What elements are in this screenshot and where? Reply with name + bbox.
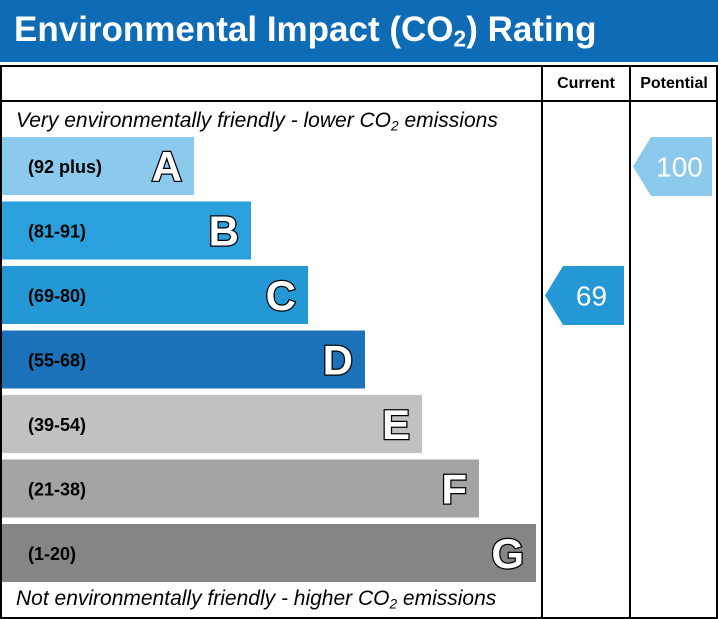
rating-markers: 69 100 bbox=[545, 137, 712, 325]
band-a: (92 plus) A bbox=[2, 137, 194, 195]
band-b: (81-91) B bbox=[2, 201, 251, 260]
potential-rating-marker-arrow bbox=[633, 137, 712, 196]
current-rating-marker-arrow bbox=[545, 266, 624, 325]
band-letter-b: B bbox=[209, 208, 239, 255]
bottom-note: Not environmentally friendly - higher CO… bbox=[16, 587, 497, 612]
band-bar-d bbox=[2, 330, 365, 389]
current-rating-marker: 69 bbox=[545, 266, 624, 325]
band-range-g: (1-20) bbox=[28, 544, 76, 564]
band-range-e: (39-54) bbox=[28, 415, 86, 435]
band-letter-a: A bbox=[152, 143, 182, 190]
current-rating-marker-value: 69 bbox=[576, 281, 607, 312]
band-range-f: (21-38) bbox=[28, 480, 86, 500]
top-note: Very environmentally friendly - lower CO… bbox=[16, 109, 498, 134]
band-range-a: (92 plus) bbox=[28, 157, 102, 177]
band-letter-e: E bbox=[382, 401, 410, 448]
band-bar-c bbox=[2, 266, 308, 324]
band-g: (1-20) G bbox=[2, 524, 536, 582]
band-bar-e bbox=[2, 395, 422, 453]
table-frame bbox=[0, 65, 718, 619]
band-d: (55-68) D bbox=[2, 330, 365, 389]
current-column-header: Current bbox=[557, 75, 615, 92]
band-letter-f: F bbox=[441, 466, 467, 513]
band-bar-b bbox=[2, 201, 251, 260]
band-bar-g bbox=[2, 524, 536, 582]
band-letter-g: G bbox=[491, 530, 524, 577]
band-range-c: (69-80) bbox=[28, 286, 86, 306]
potential-rating-marker: 100 bbox=[633, 137, 712, 196]
band-letter-c: C bbox=[266, 272, 296, 319]
rating-header: Environmental Impact (CO2) Rating bbox=[0, 0, 718, 62]
band-bar-f bbox=[2, 459, 479, 518]
chart-title: Environmental Impact (CO2) Rating bbox=[14, 10, 597, 52]
band-c: (69-80) C bbox=[2, 266, 308, 324]
band-f: (21-38) F bbox=[2, 459, 479, 518]
potential-rating-marker-value: 100 bbox=[656, 152, 703, 183]
band-e: (39-54) E bbox=[2, 395, 422, 453]
rating-bands: (92 plus) A (81-91) B (69-80) C (55-68) D (39-54… bbox=[2, 137, 536, 582]
band-bar-a bbox=[2, 137, 194, 195]
potential-column-header: Potential bbox=[640, 75, 708, 92]
band-range-b: (81-91) bbox=[28, 222, 86, 242]
band-letter-d: D bbox=[323, 337, 353, 384]
band-range-d: (55-68) bbox=[28, 351, 86, 371]
